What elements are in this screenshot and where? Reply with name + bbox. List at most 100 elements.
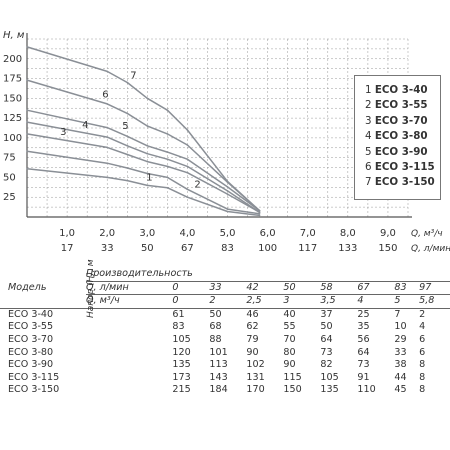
series-point-3 [186, 171, 189, 174]
series-line-5 [26, 109, 261, 212]
series-point-7 [258, 209, 261, 212]
legend-item: 3 ECO 3-70 [365, 114, 440, 129]
x-tick-label-m3h: 3,0 [139, 228, 155, 239]
x-tick-label-m3h: 7,0 [300, 228, 316, 239]
value-cell: 115 [283, 371, 302, 383]
y-tick-label: 200 [3, 54, 22, 65]
y-tick-label: 50 [3, 172, 16, 183]
series-label-7: 7 [130, 71, 136, 82]
series-point-2 [258, 213, 261, 215]
value-cell: 33 [394, 346, 407, 358]
series-point-6 [146, 125, 149, 127]
series-point-7 [186, 129, 189, 131]
table-row: ECO 3-80 120 101 90 80 73 64 33 6 [0, 347, 450, 360]
y-tick-label: 100 [3, 133, 22, 144]
lmin-cell: 50 [283, 280, 321, 295]
series-point-5 [146, 145, 149, 147]
series-point-1 [106, 176, 108, 179]
axes [26, 33, 412, 218]
series-point-5 [106, 126, 108, 129]
value-cell: 131 [246, 371, 265, 383]
value-cell: 73 [320, 346, 333, 358]
value-cell: 6 [419, 333, 426, 345]
table-title-row: Производительность [0, 268, 450, 281]
legend-item: 6 ECO 3-115 [365, 160, 440, 175]
legend-name: ECO 3-150 [374, 176, 435, 189]
value-cell: 45 [394, 384, 407, 396]
value-cell: 8 [419, 371, 426, 383]
series-point-4 [258, 211, 261, 214]
model-cell: ECO 3-55 [8, 321, 54, 333]
lmin-cell: 58 [320, 280, 358, 295]
series-line-2 [26, 150, 260, 215]
x-tick-label-m3h: 6,0 [260, 228, 276, 239]
x-tick-label-m3h: 5,0 [220, 228, 236, 239]
x-tick-label-lmin: 50 [141, 243, 154, 254]
curves [26, 46, 261, 217]
value-cell: 170 [246, 384, 265, 396]
series-point-2 [166, 176, 169, 179]
series-point-3 [146, 160, 149, 163]
series-point-6 [26, 79, 28, 81]
m3h-cell: 4 [357, 294, 395, 309]
value-cell: 120 [172, 346, 191, 358]
series-point-7 [226, 180, 229, 183]
lmin-cell: 83 [394, 280, 420, 295]
series-point-3 [226, 193, 229, 195]
value-cell: 184 [209, 384, 228, 396]
x-tick-label-m3h: 8,0 [340, 228, 356, 239]
lmin-cell: 33 [209, 280, 247, 295]
legend-name: ECO 3-90 [374, 145, 428, 158]
m3h-cell: 2,5 [246, 294, 284, 309]
series-point-2 [106, 162, 108, 164]
value-cell: 91 [357, 371, 370, 383]
legend-number: 5 [365, 145, 375, 158]
table-cell [0, 295, 86, 309]
value-cell: 50 [320, 321, 333, 333]
value-cell: 88 [209, 333, 222, 345]
legend-name: ECO 3-80 [374, 130, 428, 143]
head-axis-label: Напор (Н), м [86, 259, 96, 318]
x-tick-label-lmin: 150 [378, 243, 397, 254]
value-cell: 2 [419, 307, 450, 322]
series-point-3 [26, 133, 28, 135]
legend-item: 2 ECO 3-55 [365, 98, 440, 113]
series-point-4 [226, 190, 229, 192]
series-point-1 [126, 179, 129, 182]
row-label-lmin: Q, л/мин [86, 280, 173, 295]
series-label-4: 4 [82, 120, 88, 131]
x-tick-label-m3h: 2,0 [99, 228, 115, 239]
value-cell: 6 [419, 346, 426, 358]
series-point-1 [166, 186, 169, 189]
x-tick-label-m3h: 4,0 [179, 228, 195, 239]
legend-item: 4 ECO 3-80 [365, 129, 440, 144]
m3h-cell: 0 [172, 294, 210, 309]
series-point-3 [106, 146, 108, 149]
lmin-cell: 42 [246, 280, 284, 295]
table-cell [0, 268, 86, 281]
performance-table: Производительность Модель Q, л/мин 0 33 42 50 5… [0, 268, 450, 397]
value-cell: 135 [172, 359, 191, 371]
table-cell [86, 334, 172, 347]
series-label-6: 6 [102, 89, 108, 100]
model-cell: ECO 3-40 [0, 307, 86, 322]
x-tick-label-lmin: 67 [181, 243, 194, 254]
x-tick-label-lmin: 117 [298, 243, 317, 254]
table-m3h-row: Q, м³/ч 0 2 2,5 3 3,5 4 5 5,8 [0, 294, 450, 309]
y-tick-label: 75 [3, 153, 16, 164]
value-cell: 70 [283, 333, 296, 345]
series-point-7 [26, 46, 28, 48]
model-header: Модель [8, 281, 47, 293]
legend-name: ECO 3-55 [374, 99, 428, 112]
series-point-4 [146, 152, 149, 155]
value-cell: 10 [394, 321, 407, 333]
x-tick-label-m3h: 1,0 [59, 228, 75, 239]
value-cell: 8 [419, 359, 426, 371]
legend-item: 7 ECO 3-150 [365, 175, 440, 190]
legend-number: 4 [365, 130, 375, 143]
y-tick-label: 125 [3, 113, 22, 124]
m3h-cell: 3,5 [320, 294, 358, 309]
value-cell: 215 [172, 384, 191, 396]
value-cell: 79 [246, 333, 259, 345]
